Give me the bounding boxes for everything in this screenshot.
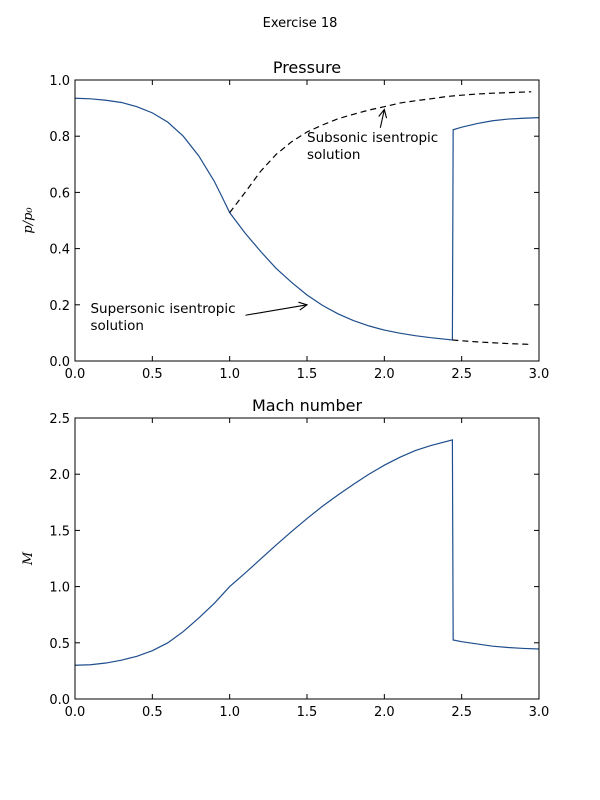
y-tick-label: 2.0 [49,468,70,483]
x-tick-label: 1.0 [219,705,240,720]
y-tick-label: 0.2 [49,299,70,314]
chart-title: Pressure [273,58,341,77]
y-tick-label: 1.0 [49,581,70,596]
annotation-text-0: Subsonic isentropic solution [307,130,438,163]
y-tick-label: 1.5 [49,524,70,539]
series-line-0 [75,97,539,341]
x-tick-label: 0.5 [142,367,163,382]
x-tick-label: 0.0 [65,705,86,720]
annotation-arrow-head [298,301,309,311]
y-tick-label: 0.4 [49,243,70,258]
y-tick-label: 0.6 [49,186,70,201]
chart-0: Pressure p/p₀ 0.0 0.5 1.0 1.5 2.0 2.5 3.0 0.0 0.2 0… [21,58,549,382]
x-tick-label: 2.5 [451,367,472,382]
series-line-1 [229,91,532,213]
y-tick-label: 1.0 [49,74,70,89]
x-tick-label: 1.5 [297,367,318,382]
x-tick-label: 3.0 [529,705,550,720]
y-axis-label: M [21,551,36,566]
x-tick-label: 3.0 [529,367,550,382]
x-tick-label: 2.5 [451,705,472,720]
x-tick-label: 0.5 [142,705,163,720]
annotation-text-1: Supersonic isentropic solution [90,301,235,334]
annotation-line: Supersonic isentropic [90,301,235,317]
x-tick-label: 2.0 [374,367,395,382]
x-tick-label: 1.5 [297,705,318,720]
y-axis-label: p/p₀ [21,207,36,234]
x-tick-label: 0.0 [65,367,86,382]
annotation-line: Subsonic isentropic [307,130,438,146]
figure-suptitle: Exercise 18 [263,16,338,31]
series-line-0 [75,439,539,666]
annotation-line: solution [307,147,360,163]
y-tick-label: 2.5 [49,412,70,427]
annotation-arrow-line [245,304,308,316]
y-tick-label: 0.0 [49,693,70,708]
x-tick-label: 1.0 [219,367,240,382]
plots-container: Pressure p/p₀ 0.0 0.5 1.0 1.5 2.0 2.5 3.0 0.0 0.2 0… [21,58,549,720]
annotation-line: solution [90,318,143,334]
annotation-arrow-head [378,108,388,119]
chart-title: Mach number [252,396,363,415]
x-tick-label: 2.0 [374,705,395,720]
chart-1: Mach number M 0.0 0.5 1.0 1.5 2.0 2.5 3.0 0.0 0.5 1… [21,396,549,720]
y-tick-label: 0.5 [49,637,70,652]
y-tick-label: 0.0 [49,355,70,370]
y-tick-label: 0.8 [49,130,70,145]
series-line-2 [452,339,532,346]
annotation-arrow-line [379,109,385,128]
